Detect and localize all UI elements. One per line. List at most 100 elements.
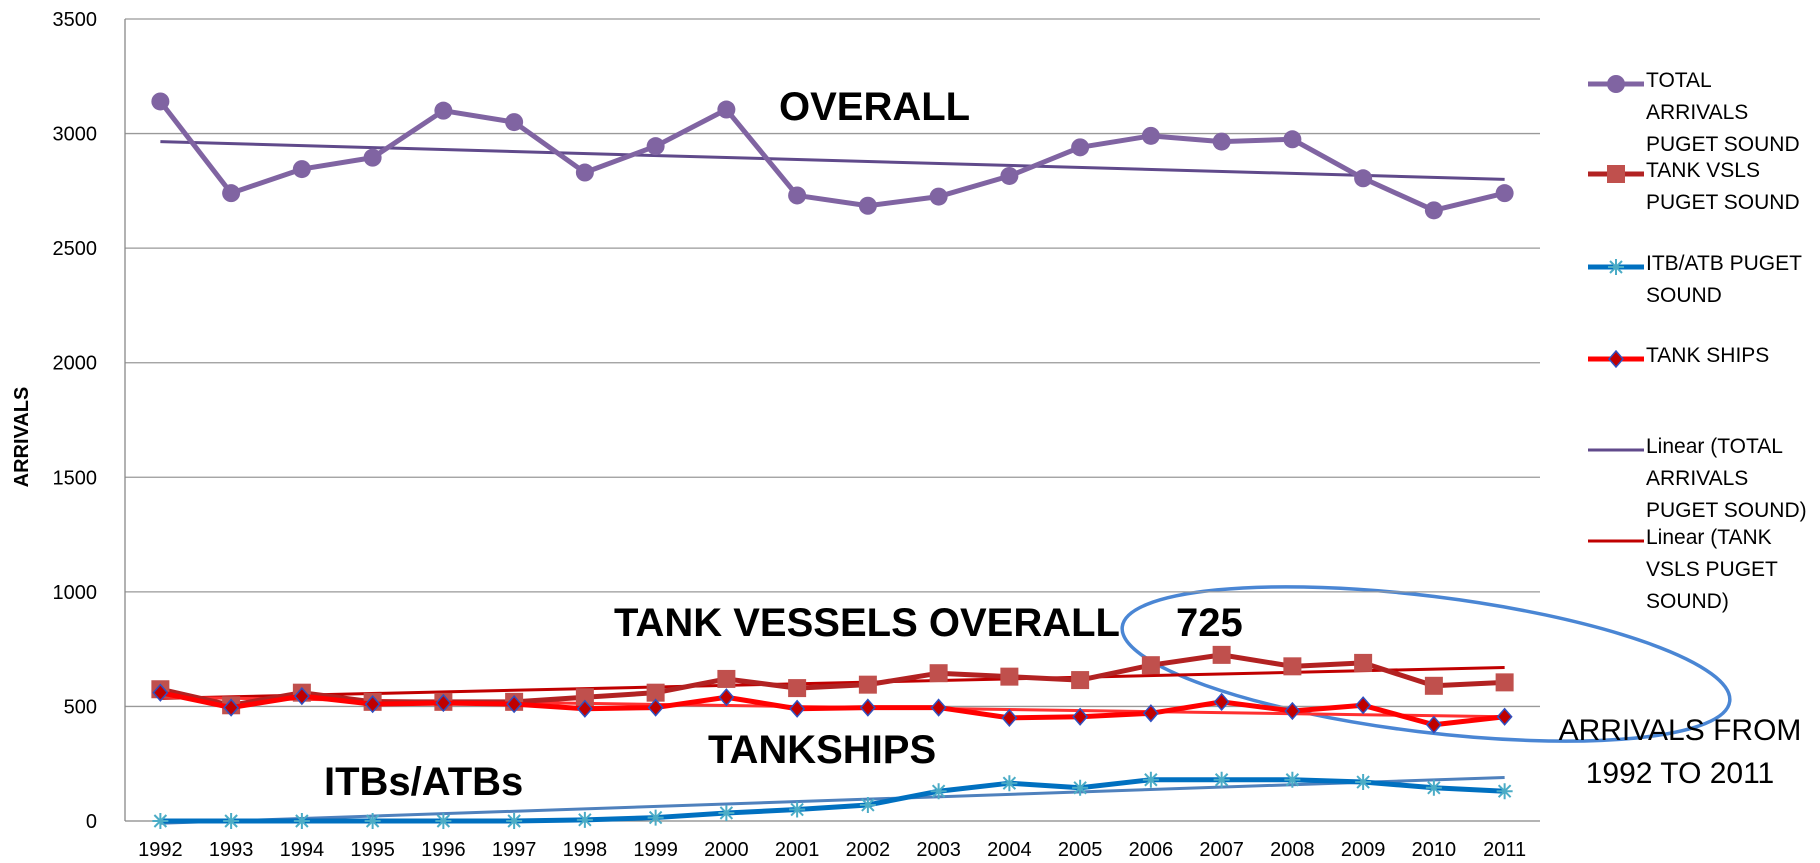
x-tick-label: 2002 (846, 839, 891, 861)
legend-label: TANK SHIPS (1646, 344, 1770, 367)
series-line (160, 777, 1505, 824)
point (930, 698, 947, 717)
legend-marker (1607, 75, 1625, 93)
point (364, 694, 381, 714)
y-tick-label: 0 (86, 811, 97, 833)
point (151, 92, 170, 111)
legend-marker (1608, 259, 1624, 275)
point (506, 694, 523, 714)
x-tick-label: 1998 (563, 839, 608, 861)
point (647, 809, 664, 826)
x-tick-label: 1997 (492, 839, 537, 861)
y-axis-label: ARRIVALS (11, 387, 33, 488)
point (647, 698, 664, 717)
x-tick-label: 2006 (1129, 839, 1174, 861)
point (1212, 132, 1231, 151)
x-tick-label: 2004 (987, 839, 1032, 861)
x-tick-label: 2007 (1199, 839, 1244, 861)
series-line (159, 690, 1505, 728)
point (859, 698, 876, 717)
annotation: 725 (1176, 601, 1243, 645)
point (1072, 707, 1089, 726)
x-tick-label: 2010 (1412, 839, 1457, 861)
point (1001, 775, 1018, 792)
x-tick-label: 1999 (633, 839, 678, 861)
point (1141, 126, 1160, 145)
point (223, 698, 240, 717)
x-tick-label: 2005 (1058, 839, 1103, 861)
point (505, 113, 524, 132)
y-tick-label: 2000 (53, 353, 98, 375)
point (575, 163, 594, 182)
series-line (158, 99, 1506, 213)
point (1142, 771, 1159, 788)
point (1495, 184, 1514, 203)
x-tick-label: 2011 (1483, 839, 1526, 861)
point (930, 783, 947, 800)
annotation: ITBs/ATBs (324, 760, 523, 804)
point (1142, 704, 1159, 723)
x-tick-label: 2008 (1270, 839, 1315, 861)
point (222, 184, 241, 203)
legend-label: TOTAL ARRIVALS PUGET SOUND (1646, 69, 1800, 156)
point (1141, 656, 1160, 675)
point (859, 796, 876, 813)
point (1495, 673, 1514, 692)
x-tick-label: 1992 (138, 839, 183, 861)
y-tick-label: 1500 (53, 467, 98, 489)
point (293, 686, 310, 706)
point (434, 101, 453, 120)
legend-label: TANK VSLS PUGET SOUND (1646, 159, 1800, 214)
point (1001, 708, 1018, 728)
annotation: OVERALL (779, 85, 970, 129)
point (576, 811, 593, 828)
point (1425, 779, 1442, 796)
point (1424, 676, 1443, 695)
series-line (159, 652, 1505, 708)
point (1425, 715, 1442, 734)
point (1213, 771, 1230, 788)
point (646, 683, 665, 702)
point (506, 813, 523, 829)
point (1284, 701, 1301, 721)
y-tick-label: 1000 (53, 582, 98, 604)
point (1000, 166, 1019, 185)
x-tick-label: 2009 (1341, 839, 1386, 861)
point (789, 699, 806, 718)
point (1284, 771, 1301, 788)
x-tick-label: 1994 (280, 839, 325, 861)
point (1424, 201, 1443, 220)
annotation: TANKSHIPS (708, 728, 936, 772)
point (1283, 657, 1302, 676)
y-tick-label: 3500 (53, 9, 98, 31)
legend-marker (1608, 349, 1624, 369)
point (717, 100, 736, 119)
point (718, 688, 735, 707)
x-tick-label: 2001 (775, 839, 820, 861)
x-tick-label: 2000 (704, 839, 749, 861)
point (576, 699, 593, 718)
highlight-ellipse (1120, 585, 1732, 743)
point (152, 813, 169, 829)
point (1000, 667, 1019, 686)
legend-marker (1607, 165, 1625, 183)
point (1355, 774, 1372, 791)
point (1213, 692, 1230, 711)
point (435, 693, 452, 713)
point (858, 196, 877, 215)
point (1496, 707, 1513, 726)
point (152, 683, 169, 702)
y-tick-label: 500 (64, 696, 97, 718)
point (718, 804, 735, 821)
point (1071, 138, 1090, 157)
point (929, 664, 948, 683)
legend-label: Linear (TOTAL ARRIVALS PUGET SOUND) (1646, 435, 1807, 522)
y-tick-label: 3000 (53, 124, 98, 146)
x-tick-label: 2003 (916, 839, 961, 861)
point (646, 137, 665, 156)
point (1283, 130, 1302, 149)
point (1212, 645, 1231, 664)
point (435, 813, 452, 829)
